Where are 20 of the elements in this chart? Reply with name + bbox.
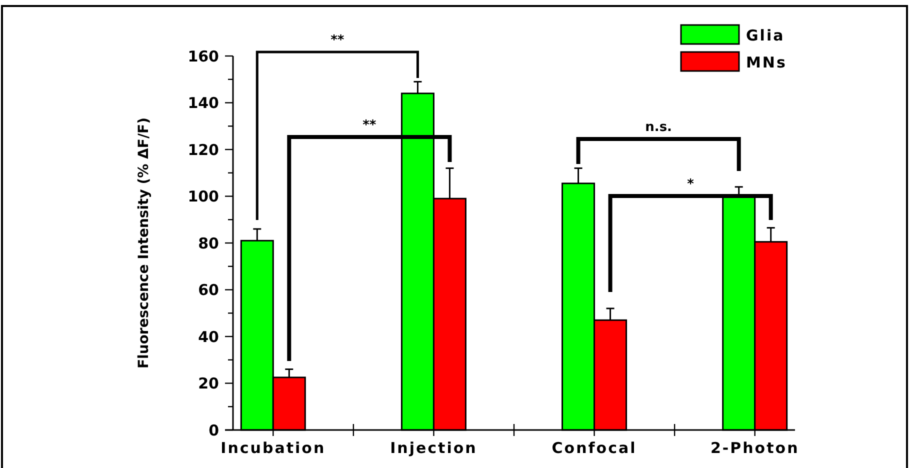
x-tick-label: Injection <box>390 439 478 457</box>
x-tick-label: Confocal <box>552 439 637 457</box>
legend-label: Glia <box>746 26 785 44</box>
text: ** <box>330 33 344 48</box>
y-tick-label: 60 <box>198 281 219 300</box>
y-tick-label: 0 <box>208 421 219 440</box>
x-tick-label: Incubation <box>220 439 326 457</box>
y-tick-label: 80 <box>198 234 219 252</box>
y-tick-label: 120 <box>188 140 219 159</box>
annotation: ** <box>362 118 376 133</box>
y-tick-label: 160 <box>188 47 219 66</box>
y-axis-title: Fluorescence Intensity (% ΔF/F) <box>136 117 152 369</box>
y-tick-label: 100 <box>188 188 219 206</box>
annotation: n.s. <box>645 120 672 135</box>
x-tick-label: 2-Photon <box>710 439 800 457</box>
y-tick-label: 40 <box>198 328 219 346</box>
y-tick-label: 20 <box>198 374 219 393</box>
annotation: * <box>687 177 694 192</box>
y-tick-label: 140 <box>188 94 219 112</box>
legend-label: MNs <box>746 53 787 72</box>
